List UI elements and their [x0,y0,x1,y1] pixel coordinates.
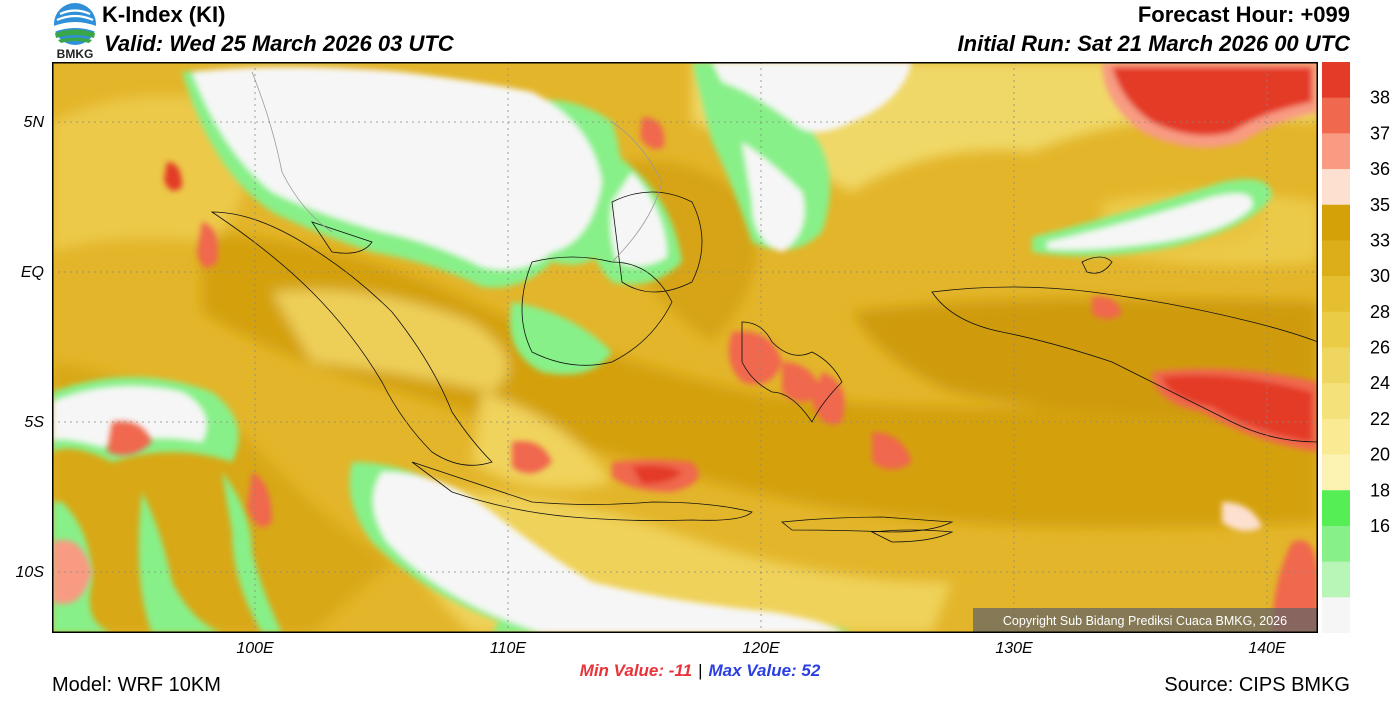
graticule [52,62,1318,633]
colorbar-tick-label: 30 [1370,266,1390,286]
colorbar-swatch [1322,490,1350,527]
colorbar-swatch [1322,597,1350,633]
colorbar-tick-label: 26 [1370,338,1390,358]
lat-label-5n: 5N [23,114,44,131]
minmax-separator: | [698,661,703,680]
lon-label-130e: 130E [995,640,1033,657]
colorbar-swatch [1322,240,1350,277]
colorbar-tick-label: 37 [1370,123,1390,143]
lat-label-10s: 10S [15,564,44,581]
max-value: Max Value: 52 [708,661,821,680]
min-max-values: Min Value: -11 | Max Value: 52 [0,661,1400,681]
colorbar-tick-label: 36 [1370,159,1390,179]
initial-run: Initial Run: Sat 21 March 2026 00 UTC [957,31,1350,56]
colorbar-swatch [1322,418,1350,456]
model-label: Model: WRF 10KM [52,674,221,696]
colorbar-swatch [1322,347,1350,384]
colorbar-swatch [1322,454,1350,491]
lon-label-120e: 120E [742,640,780,657]
min-value: Min Value: -11 [579,661,693,680]
borders [251,71,663,263]
map-title: K-Index (KI) [102,2,226,27]
bmkg-logo: BMKG [54,3,96,60]
colorbar-swatch [1322,204,1350,242]
logo-text: BMKG [57,47,94,60]
colorbar-tick-label: 35 [1370,195,1390,215]
colorbar-tick-label: 20 [1370,445,1390,465]
forecast-hour: Forecast Hour: +099 [1137,2,1350,27]
coastlines [210,191,1318,543]
colorbar-swatch [1322,525,1350,563]
lat-label-5s: 5S [24,414,44,431]
colorbar-swatch [1322,383,1350,420]
colorbar-tick-label: 28 [1370,302,1390,322]
colorbar-swatch [1322,169,1350,206]
colorbar-swatches [1322,62,1350,633]
kindex-field [52,62,1318,633]
source-label: Source: CIPS BMKG [1164,674,1350,696]
lon-label-100e: 100E [236,640,274,657]
colorbar-ticks: 38 37 36 35 33 30 28 26 24 22 20 18 16 [1370,88,1390,536]
lon-label-110e: 110E [489,640,527,657]
colorbar-swatch [1322,561,1350,598]
colorbar: 38 37 36 35 33 30 28 26 24 22 20 18 16 [1322,62,1390,633]
colorbar-tick-label: 22 [1370,409,1390,429]
colorbar-tick-label: 24 [1370,373,1390,393]
lon-label-140e: 140E [1248,640,1286,657]
k-index-map: Copyright Sub Bidang Prediksi Cuaca BMKG… [52,62,1318,633]
colorbar-swatch [1322,311,1350,349]
colorbar-tick-label: 38 [1370,88,1390,108]
copyright-box: Copyright Sub Bidang Prediksi Cuaca BMKG… [973,608,1318,633]
lat-label-eq: EQ [20,264,44,281]
copyright-text: Copyright Sub Bidang Prediksi Cuaca BMKG… [1003,614,1287,628]
colorbar-swatch [1322,133,1350,170]
valid-time: Valid: Wed 25 March 2026 03 UTC [104,31,454,56]
colorbar-tick-label: 33 [1370,230,1390,250]
colorbar-tick-label: 16 [1370,516,1390,536]
colorbar-tick-label: 18 [1370,480,1390,500]
colorbar-swatch [1322,276,1350,313]
colorbar-swatch [1322,62,1350,99]
colorbar-swatch [1322,97,1350,134]
